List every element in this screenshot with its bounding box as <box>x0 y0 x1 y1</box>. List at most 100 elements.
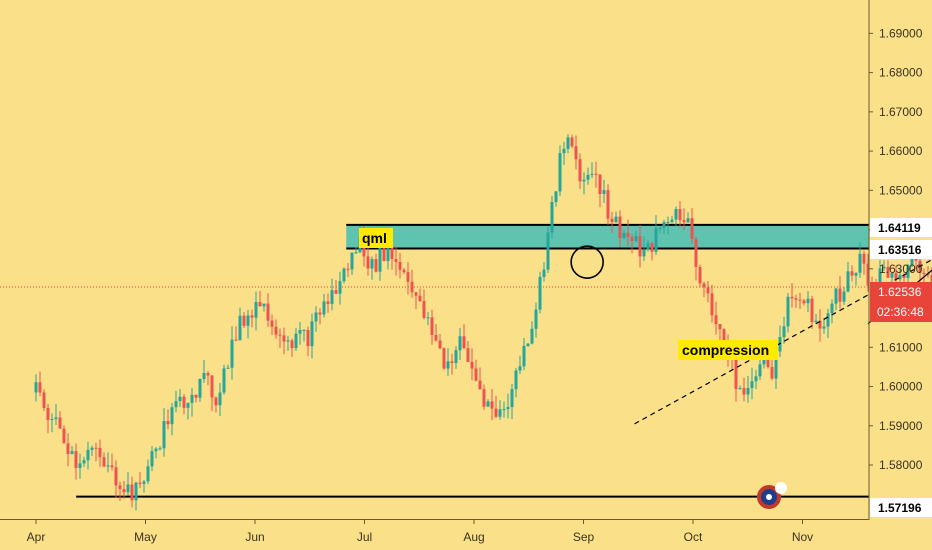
candle-body <box>450 361 454 363</box>
candle <box>570 134 574 149</box>
candle <box>54 403 58 426</box>
candle <box>866 253 870 292</box>
candle <box>506 393 510 419</box>
candle <box>750 367 754 400</box>
candle <box>402 268 406 275</box>
candle <box>814 314 818 324</box>
candle-body <box>650 243 654 252</box>
candle-body <box>814 320 818 322</box>
candle-body <box>758 364 762 377</box>
candle <box>838 276 842 309</box>
candle-body <box>130 484 134 501</box>
candle-body <box>426 317 430 319</box>
candle <box>206 371 210 386</box>
price-axis[interactable]: 1.690001.680001.670001.660001.650001.640… <box>869 26 923 472</box>
candle-body <box>670 219 674 222</box>
candle <box>126 472 130 496</box>
candle <box>330 278 334 311</box>
candle <box>170 402 174 436</box>
candle-body <box>866 263 870 286</box>
candle <box>490 389 494 421</box>
candle <box>38 371 42 397</box>
candle-body <box>530 328 534 344</box>
candle <box>566 134 570 154</box>
candle-body <box>886 266 890 278</box>
time-axis[interactable]: Apr May Jun Jul Aug Sep Oct Nov <box>27 519 814 544</box>
candle <box>282 327 286 355</box>
candle-body <box>562 148 566 154</box>
compression-label: compression <box>682 342 769 358</box>
qml-label-box: qml <box>359 228 393 248</box>
candle <box>846 261 850 293</box>
candle <box>178 388 182 408</box>
candle-body <box>122 489 126 493</box>
candle <box>478 367 482 390</box>
candle-body <box>186 402 190 408</box>
candle <box>498 400 502 420</box>
candle-body <box>134 482 138 501</box>
candle-body <box>610 218 614 223</box>
candle <box>714 301 718 335</box>
candle <box>622 230 626 240</box>
candle-body <box>178 396 182 402</box>
candle-body <box>202 372 206 380</box>
candle <box>50 413 54 433</box>
candle <box>250 309 254 328</box>
candle-body <box>738 388 742 390</box>
candle-body <box>162 421 166 449</box>
candle <box>898 268 902 285</box>
candle <box>258 290 262 307</box>
candle <box>298 321 302 345</box>
candle-body <box>490 401 494 409</box>
candle-body <box>574 146 578 160</box>
candle-body <box>354 252 358 254</box>
candle <box>546 226 550 274</box>
candle <box>62 425 66 444</box>
candle <box>858 242 862 278</box>
candle-body <box>798 299 802 301</box>
candle-body <box>542 269 546 277</box>
candle <box>518 355 522 375</box>
candle-body <box>614 216 618 223</box>
candle <box>574 135 578 170</box>
candle-body <box>878 268 882 287</box>
candle <box>74 443 78 480</box>
candle <box>854 272 858 286</box>
candle <box>414 292 418 310</box>
candle-body <box>706 287 710 294</box>
candle <box>370 256 374 280</box>
candle-body <box>902 274 906 278</box>
candle <box>286 335 290 351</box>
candle-body <box>554 191 558 203</box>
candle <box>670 215 674 224</box>
candle-body <box>62 428 66 444</box>
candle <box>238 307 242 341</box>
candle <box>454 346 458 369</box>
compression-trendline <box>634 258 932 425</box>
candle-body <box>346 268 350 270</box>
candle <box>770 358 774 381</box>
candle-body <box>430 317 434 335</box>
candle-body <box>350 252 354 270</box>
candle <box>150 446 154 472</box>
candle-body <box>802 300 806 304</box>
candle <box>530 321 534 345</box>
candle <box>666 216 670 235</box>
candle-body <box>310 321 314 347</box>
y-tick-label: 1.61000 <box>879 340 923 354</box>
candle <box>842 287 846 305</box>
candle-body <box>694 238 698 267</box>
candle <box>338 271 342 305</box>
candle <box>166 409 170 430</box>
candle-body <box>846 271 850 292</box>
candle-body <box>606 190 610 219</box>
candle-body <box>398 262 402 270</box>
qml-zone-fill <box>346 224 869 249</box>
candle-body <box>834 288 838 304</box>
candle-body <box>590 173 594 175</box>
candle-body <box>630 236 634 241</box>
x-tick-label: Nov <box>792 530 813 544</box>
candle-body <box>790 296 794 299</box>
candle <box>558 145 562 197</box>
